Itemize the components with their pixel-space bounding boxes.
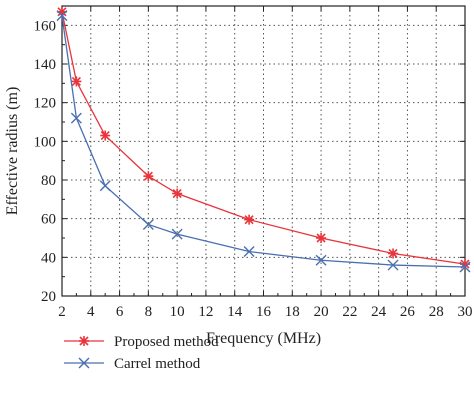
y-tick-label: 100	[34, 134, 57, 150]
data-point	[70, 112, 82, 124]
data-point	[315, 254, 327, 266]
marker-stroke	[387, 259, 399, 271]
x-tick-label: 14	[227, 304, 243, 320]
marker-stroke	[171, 228, 183, 240]
x-tick-label: 8	[145, 304, 153, 320]
data-point	[387, 259, 399, 271]
x-tick-label: 22	[342, 304, 357, 320]
series-layer	[56, 6, 471, 273]
legend-label: Carrel method	[114, 356, 201, 372]
x-tick-label: 12	[198, 304, 213, 320]
marker-stroke	[78, 357, 90, 369]
x-tick-label: 26	[400, 304, 416, 320]
data-point	[100, 130, 111, 141]
legend-item: Carrel method	[64, 356, 201, 372]
data-point	[56, 10, 68, 22]
legend: Proposed method Carrel method	[64, 334, 219, 372]
data-point	[459, 261, 471, 273]
x-tick-label: 28	[429, 304, 444, 320]
x-tick-label: 6	[116, 304, 124, 320]
x-tick-label: 4	[87, 304, 95, 320]
x-tick-label: 16	[256, 304, 272, 320]
x-tick-label: 30	[458, 304, 473, 320]
data-point	[244, 214, 255, 225]
data-point	[243, 246, 255, 258]
y-tick-label: 80	[41, 173, 56, 189]
legend-marker	[78, 357, 90, 369]
axes: 2 4 6 8 10 12 14 16 18 20 22 24 26 28 3020406080100120…	[4, 5, 473, 347]
marker-stroke	[243, 246, 255, 258]
data-point	[142, 218, 154, 230]
y-tick-label: 20	[41, 289, 56, 305]
data-point	[172, 188, 183, 199]
grid	[62, 6, 465, 296]
y-tick-label: 120	[34, 96, 57, 112]
x-tick-label: 18	[285, 304, 300, 320]
y-tick-label: 40	[41, 250, 56, 266]
legend-marker	[79, 336, 89, 346]
x-tick-label: 2	[58, 304, 66, 320]
x-axis-title: Frequency (MHz)	[206, 330, 321, 347]
marker-stroke	[315, 254, 327, 266]
x-tick-label: 24	[371, 304, 387, 320]
legend-item: Proposed method	[64, 334, 219, 350]
y-tick-label: 140	[34, 57, 57, 73]
y-tick-label: 160	[34, 18, 57, 34]
data-point	[316, 233, 327, 243]
data-point	[171, 228, 183, 240]
data-point	[71, 76, 82, 87]
legend-label: Proposed method	[114, 334, 219, 350]
y-axis-title: Effective radius (m)	[4, 87, 21, 216]
data-point	[143, 171, 154, 182]
data-point	[99, 180, 111, 192]
data-point	[388, 248, 399, 259]
marker-stroke	[99, 180, 111, 192]
marker-stroke	[70, 112, 82, 124]
marker-stroke	[56, 10, 68, 22]
x-tick-label: 20	[314, 304, 329, 320]
marker-stroke	[459, 261, 471, 273]
x-tick-label: 10	[170, 304, 185, 320]
y-tick-label: 60	[41, 212, 56, 228]
marker-stroke	[142, 218, 154, 230]
